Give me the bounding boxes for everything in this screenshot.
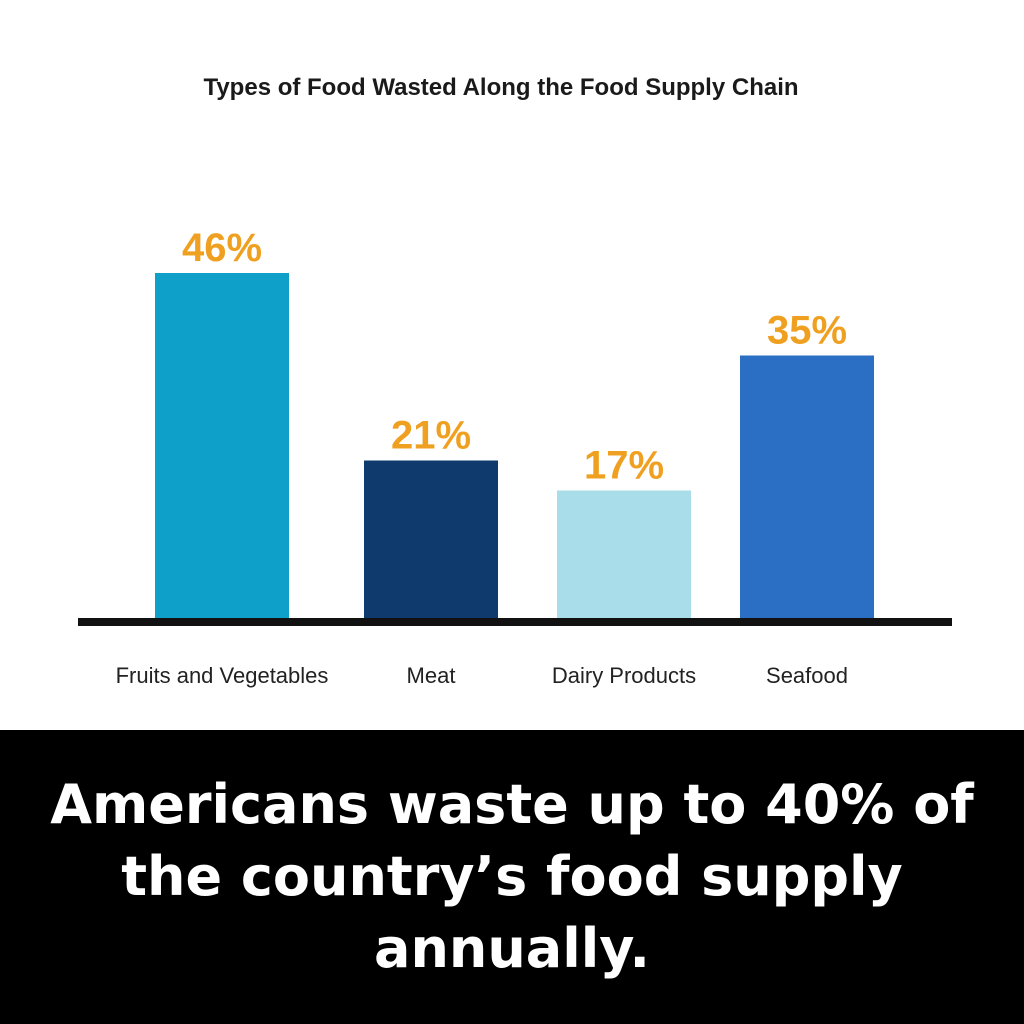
category-label: Seafood xyxy=(766,663,848,688)
bar-meat xyxy=(364,460,498,618)
bar-seafood xyxy=(740,355,874,618)
value-labels-layer: 46% 21% 17% 35% xyxy=(182,226,847,488)
bars-layer xyxy=(155,273,874,618)
bar-fruits-and-vegetables xyxy=(155,273,289,618)
bar-value-label: 35% xyxy=(767,309,847,353)
category-label: Fruits and Vegetables xyxy=(116,663,329,688)
category-labels-layer: Fruits and Vegetables Meat Dairy Products S… xyxy=(116,663,848,688)
bar-value-label: 21% xyxy=(391,414,471,458)
bar-dairy-products xyxy=(557,490,691,618)
bar-value-label: 17% xyxy=(584,444,664,488)
caption-text: Americans waste up to 40% of the country… xyxy=(50,773,974,980)
bar-value-label: 46% xyxy=(182,226,262,270)
caption-band: Americans waste up to 40% of the country… xyxy=(0,730,1024,1024)
category-label: Dairy Products xyxy=(552,663,696,688)
category-label: Meat xyxy=(407,663,456,688)
chart-title: Types of Food Wasted Along the Food Supp… xyxy=(203,74,799,101)
bar-chart: 46% 21% 17% 35% Fruits and Vegetables Meat Da… xyxy=(78,226,952,688)
chart-panel: Types of Food Wasted Along the Food Supp… xyxy=(78,74,952,688)
